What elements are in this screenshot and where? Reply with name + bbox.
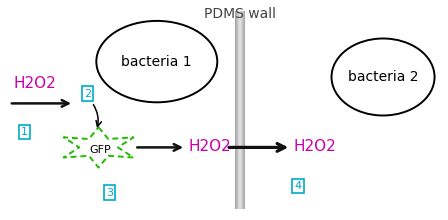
Text: H2O2: H2O2 [188, 139, 231, 154]
Text: 4: 4 [294, 181, 302, 191]
Text: bacteria 1: bacteria 1 [121, 55, 192, 69]
Text: GFP: GFP [89, 145, 111, 155]
Text: PDMS wall: PDMS wall [204, 7, 276, 21]
Text: 3: 3 [106, 187, 113, 198]
Text: bacteria 2: bacteria 2 [348, 70, 418, 84]
Text: H2O2: H2O2 [13, 76, 56, 91]
Text: H2O2: H2O2 [293, 139, 336, 154]
Text: 1: 1 [21, 127, 28, 137]
Text: 2: 2 [84, 88, 91, 99]
